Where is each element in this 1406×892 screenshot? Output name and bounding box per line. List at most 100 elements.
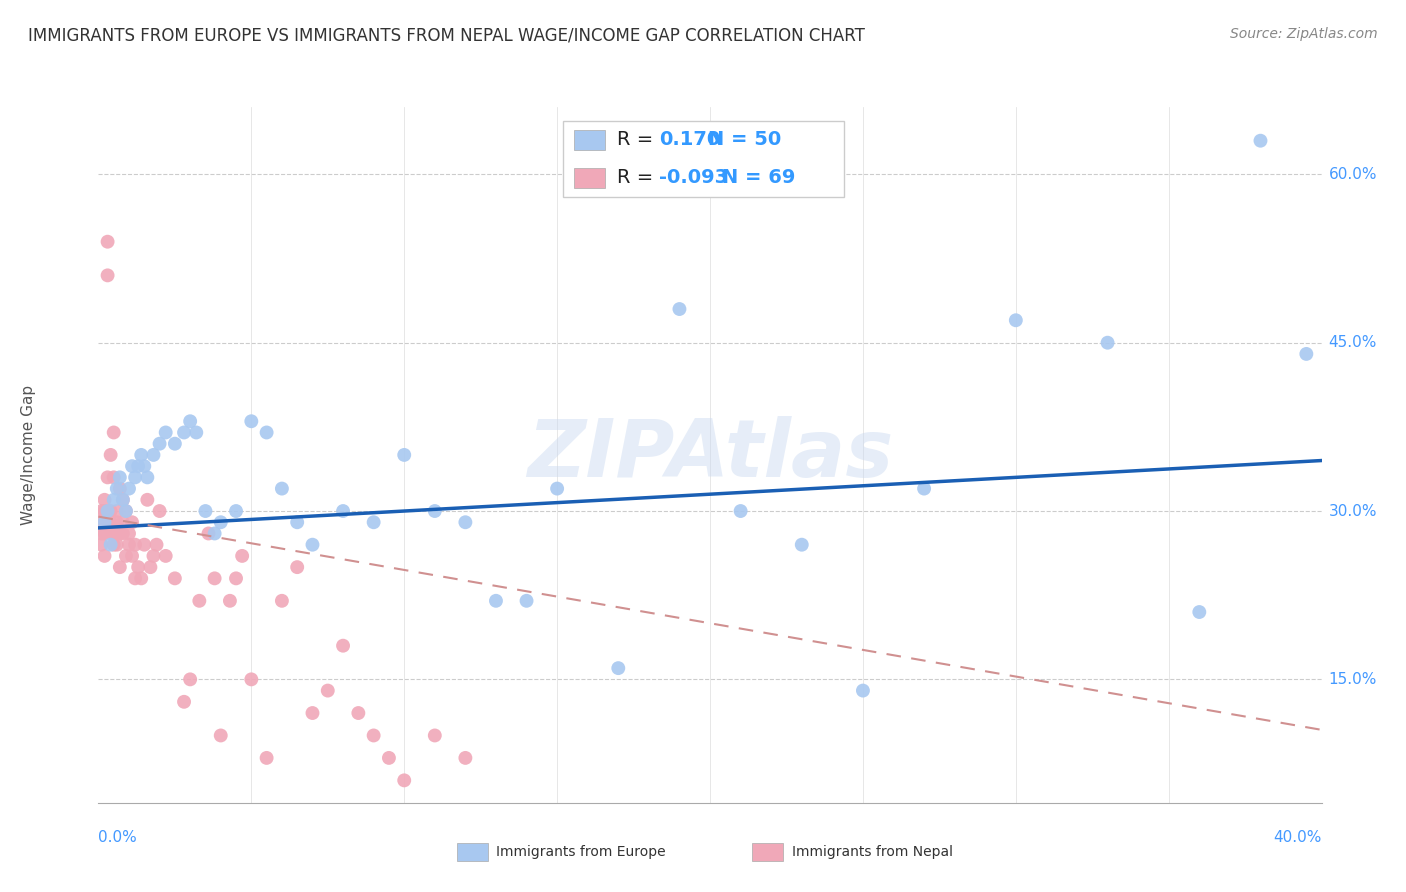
Point — [129, 571, 152, 585]
Point — [149, 504, 172, 518]
Point — [134, 538, 156, 552]
Point — [194, 504, 217, 518]
Point — [1188, 605, 1211, 619]
Text: Source: ZipAtlas.com: Source: ZipAtlas.com — [1230, 27, 1378, 41]
Point — [111, 515, 134, 529]
Point — [179, 673, 201, 687]
Text: Immigrants from Nepal: Immigrants from Nepal — [792, 845, 953, 859]
Text: Immigrants from Europe: Immigrants from Europe — [496, 845, 666, 859]
Point — [145, 538, 167, 552]
Point — [173, 425, 195, 440]
Point — [197, 526, 219, 541]
Point — [378, 751, 401, 765]
Point — [100, 515, 122, 529]
Point — [100, 448, 122, 462]
Point — [93, 492, 115, 507]
Point — [240, 673, 263, 687]
Text: 60.0%: 60.0% — [1329, 167, 1376, 182]
Point — [392, 773, 416, 788]
Point — [136, 470, 159, 484]
Point — [97, 515, 120, 529]
Point — [188, 594, 211, 608]
Point — [186, 425, 208, 440]
Point — [111, 492, 134, 507]
Text: N = 69: N = 69 — [723, 169, 796, 187]
Point — [108, 482, 131, 496]
Point — [607, 661, 630, 675]
Point — [103, 526, 125, 541]
Point — [301, 538, 323, 552]
Point — [240, 414, 263, 428]
Point — [225, 504, 247, 518]
Point — [363, 729, 385, 743]
Point — [270, 482, 292, 496]
Point — [90, 526, 112, 541]
Point — [256, 425, 278, 440]
Point — [1097, 335, 1119, 350]
Point — [93, 515, 115, 529]
Point — [100, 538, 122, 552]
Point — [155, 425, 177, 440]
Point — [90, 538, 112, 552]
Point — [127, 459, 149, 474]
Point — [118, 482, 141, 496]
Point — [454, 751, 477, 765]
Point — [103, 492, 125, 507]
Point — [142, 448, 165, 462]
Point — [790, 538, 813, 552]
Point — [163, 571, 186, 585]
Point — [134, 459, 156, 474]
Point — [204, 571, 226, 585]
Text: 15.0%: 15.0% — [1329, 672, 1376, 687]
Point — [93, 549, 115, 563]
Point — [121, 459, 143, 474]
Point — [90, 515, 112, 529]
Point — [108, 526, 131, 541]
Point — [103, 470, 125, 484]
Text: 30.0%: 30.0% — [1329, 503, 1376, 518]
Text: -0.093: -0.093 — [659, 169, 728, 187]
Point — [118, 538, 141, 552]
Point — [97, 504, 120, 518]
Point — [100, 526, 122, 541]
Point — [93, 526, 115, 541]
Point — [204, 526, 226, 541]
Point — [485, 594, 508, 608]
Point — [111, 526, 134, 541]
Point — [730, 504, 752, 518]
Point — [546, 482, 568, 496]
Point — [111, 492, 134, 507]
Point — [97, 235, 120, 249]
Point — [93, 504, 115, 518]
Text: Wage/Income Gap: Wage/Income Gap — [21, 384, 35, 525]
Point — [90, 504, 112, 518]
Text: ZIPAtlas: ZIPAtlas — [527, 416, 893, 494]
Point — [301, 706, 323, 720]
Point — [115, 504, 138, 518]
Point — [139, 560, 162, 574]
Point — [852, 683, 875, 698]
Text: 0.170: 0.170 — [659, 130, 720, 150]
Point — [225, 571, 247, 585]
Point — [121, 515, 143, 529]
Point — [163, 436, 186, 450]
Point — [1249, 134, 1271, 148]
Point — [124, 538, 146, 552]
Point — [270, 594, 292, 608]
Point — [392, 448, 416, 462]
Point — [347, 706, 370, 720]
Point — [105, 504, 128, 518]
Point — [108, 560, 131, 574]
Point — [423, 504, 446, 518]
Point — [209, 515, 232, 529]
Point — [136, 492, 159, 507]
Point — [115, 549, 138, 563]
Point — [1004, 313, 1026, 327]
Point — [124, 571, 146, 585]
Point — [127, 560, 149, 574]
Point — [912, 482, 935, 496]
Point — [285, 515, 308, 529]
Point — [332, 504, 354, 518]
Point — [423, 729, 446, 743]
Point — [173, 695, 195, 709]
